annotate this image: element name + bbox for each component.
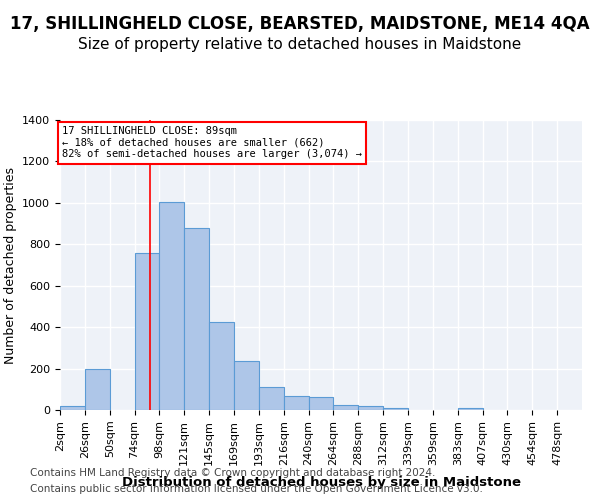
Bar <box>308 396 334 410</box>
Bar <box>134 252 160 410</box>
Text: 17, SHILLINGHELD CLOSE, BEARSTED, MAIDSTONE, ME14 4QA: 17, SHILLINGHELD CLOSE, BEARSTED, MAIDST… <box>10 15 590 33</box>
Text: 17 SHILLINGHELD CLOSE: 89sqm
← 18% of detached houses are smaller (662)
82% of s: 17 SHILLINGHELD CLOSE: 89sqm ← 18% of de… <box>62 126 362 160</box>
Bar <box>209 322 234 410</box>
Bar <box>334 405 358 410</box>
Bar <box>259 387 284 410</box>
Bar <box>184 228 209 410</box>
Text: Size of property relative to detached houses in Maidstone: Size of property relative to detached ho… <box>79 38 521 52</box>
Bar <box>234 362 259 410</box>
Bar <box>358 406 383 410</box>
Bar <box>284 396 308 410</box>
X-axis label: Distribution of detached houses by size in Maidstone: Distribution of detached houses by size … <box>121 476 521 489</box>
Y-axis label: Number of detached properties: Number of detached properties <box>4 166 17 364</box>
Text: Contains HM Land Registry data © Crown copyright and database right 2024.: Contains HM Land Registry data © Crown c… <box>30 468 436 477</box>
Bar <box>60 406 85 410</box>
Bar <box>85 368 110 410</box>
Bar <box>383 408 408 410</box>
Bar <box>160 202 184 410</box>
Text: Contains public sector information licensed under the Open Government Licence v3: Contains public sector information licen… <box>30 484 483 494</box>
Bar <box>458 408 482 410</box>
